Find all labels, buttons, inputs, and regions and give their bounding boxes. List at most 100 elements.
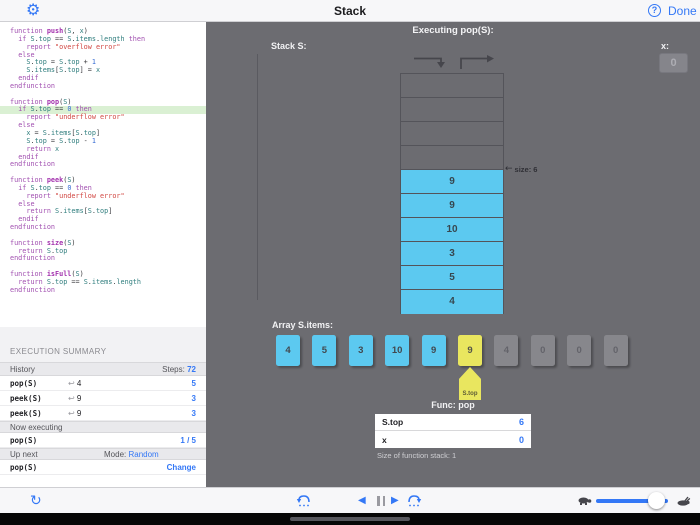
stack-cell: 9: [401, 170, 503, 194]
code-line: return S.items[S.top]: [26, 207, 113, 216]
stack-empty-slot: [401, 122, 503, 146]
array-cell: 5: [312, 335, 337, 366]
code-line: report "underflow error": [26, 191, 125, 200]
up-next-header: Up next Mode: Random: [0, 448, 206, 460]
array-cell: 3: [348, 335, 373, 366]
done-button[interactable]: Done: [668, 4, 697, 18]
array-label: Array S.items:: [272, 320, 334, 330]
code-line: endfunction: [10, 160, 56, 169]
x-variable-value: 0: [659, 53, 688, 73]
top-bar: ⚙ Stack ? Done: [0, 0, 700, 22]
change-button[interactable]: Change: [166, 462, 196, 472]
code-line: function size(S): [10, 238, 76, 247]
stack-cell: 10: [401, 218, 503, 242]
function-variables-table: S.top 6 x 0: [375, 414, 531, 448]
stack-cell: 3: [401, 242, 503, 266]
step-forward-icon[interactable]: ▶: [391, 495, 399, 506]
stack-cell: 9: [401, 194, 503, 218]
steps-counter: Steps: 72: [162, 364, 196, 374]
code-line: endfunction: [10, 81, 56, 90]
speed-slider-knob[interactable]: [648, 492, 665, 509]
code-line: S.top = S.top + 1: [26, 58, 96, 67]
rabbit-icon: [677, 496, 691, 506]
stack-empty-slot: [401, 98, 503, 122]
skip-back-icon[interactable]: [296, 494, 312, 507]
function-variable-row: S.top 6: [375, 414, 531, 431]
code-line: function isFull(S): [10, 270, 84, 279]
code-line: return S.top: [18, 246, 68, 255]
code-line: S.items[S.top] = x: [26, 66, 101, 75]
code-line: if S.top == 0 then: [0, 106, 206, 115]
history-header: History Steps: 72: [0, 362, 206, 376]
pause-icon[interactable]: [377, 496, 386, 506]
page-title: Stack: [333, 4, 367, 18]
array-cell: 9: [458, 335, 482, 366]
stack-cell: 4: [401, 290, 503, 314]
left-arrow-icon: ←: [505, 164, 513, 174]
history-label: History: [10, 364, 35, 374]
playback-toolbar: ↻ ◀ ▶: [0, 487, 700, 513]
array-cell: 4: [276, 335, 300, 366]
code-line: report "overflow error": [26, 42, 121, 51]
pseudocode-panel[interactable]: function push(S, x) if S.top == S.items.…: [0, 22, 206, 327]
code-line: else: [18, 50, 35, 59]
execution-summary-title: EXECUTION SUMMARY: [0, 327, 206, 362]
push-pop-arrows-icon: [414, 55, 494, 69]
code-line: x = S.items[S.top]: [26, 128, 101, 137]
array-cell: 0: [530, 335, 555, 366]
stack-visualization: 9 9 10 3 5 4: [400, 73, 504, 314]
code-line: if S.top == 0 then: [18, 183, 92, 192]
array-cell: 10: [385, 335, 410, 366]
code-line: endif: [18, 152, 39, 161]
code-line: else: [18, 199, 35, 208]
code-line: endif: [18, 215, 39, 224]
code-line: function push(S, x): [10, 27, 88, 35]
help-icon[interactable]: ?: [648, 4, 661, 17]
skip-forward-icon[interactable]: [406, 494, 422, 507]
code-line: endfunction: [10, 285, 56, 294]
executing-title: Executing pop(S):: [412, 25, 494, 36]
code-line: else: [18, 121, 35, 130]
code-line: if S.top == S.items.length then: [18, 34, 146, 43]
now-progress: 1 / 5: [180, 435, 196, 445]
execution-summary-panel: EXECUTION SUMMARY History Steps: 72 pop(…: [0, 327, 206, 487]
array-cell: 9: [421, 335, 446, 366]
step-back-icon[interactable]: ◀: [358, 495, 366, 506]
array-cell: 0: [567, 335, 592, 366]
speed-slider-track[interactable]: [596, 499, 668, 503]
home-indicator[interactable]: [290, 517, 410, 521]
function-frame-title: Func: pop: [431, 400, 475, 410]
code-line: return x: [26, 144, 60, 153]
array-cell: 4: [494, 335, 519, 366]
up-next-row: pop(S) Change: [0, 460, 206, 475]
stack-size-marker: ← size: 6: [505, 164, 538, 174]
stack-empty-slot: [401, 146, 503, 170]
code-line: S.top = S.top - 1: [26, 136, 96, 145]
stack-label: Stack S:: [271, 41, 307, 51]
device-bottom-bar: [0, 513, 700, 525]
stack-cell: 5: [401, 266, 503, 290]
mode-selector[interactable]: Mode: Random: [104, 449, 159, 459]
code-line: return S.top == S.items.length: [18, 278, 141, 286]
turtle-icon: [578, 497, 592, 505]
code-line: endfunction: [10, 254, 56, 263]
now-executing-header: Now executing: [0, 421, 206, 433]
function-stack-size: Size of function stack: 1: [377, 451, 457, 460]
code-line: endfunction: [10, 223, 56, 232]
x-variable-label: x:: [661, 41, 670, 51]
stage-divider-line: [257, 54, 258, 300]
pseudocode-listing: function push(S, x) if S.top == S.items.…: [0, 22, 206, 295]
code-line: function peek(S): [10, 176, 76, 185]
array-cell: 0: [603, 335, 628, 366]
code-line: report "underflow error": [26, 113, 125, 122]
settings-gear-icon[interactable]: ⚙: [26, 0, 41, 19]
now-executing-row[interactable]: pop(S) 1 / 5: [0, 433, 206, 448]
restart-icon[interactable]: ↻: [30, 493, 42, 509]
stack-empty-slot: [401, 74, 503, 98]
code-line: endif: [18, 74, 39, 83]
